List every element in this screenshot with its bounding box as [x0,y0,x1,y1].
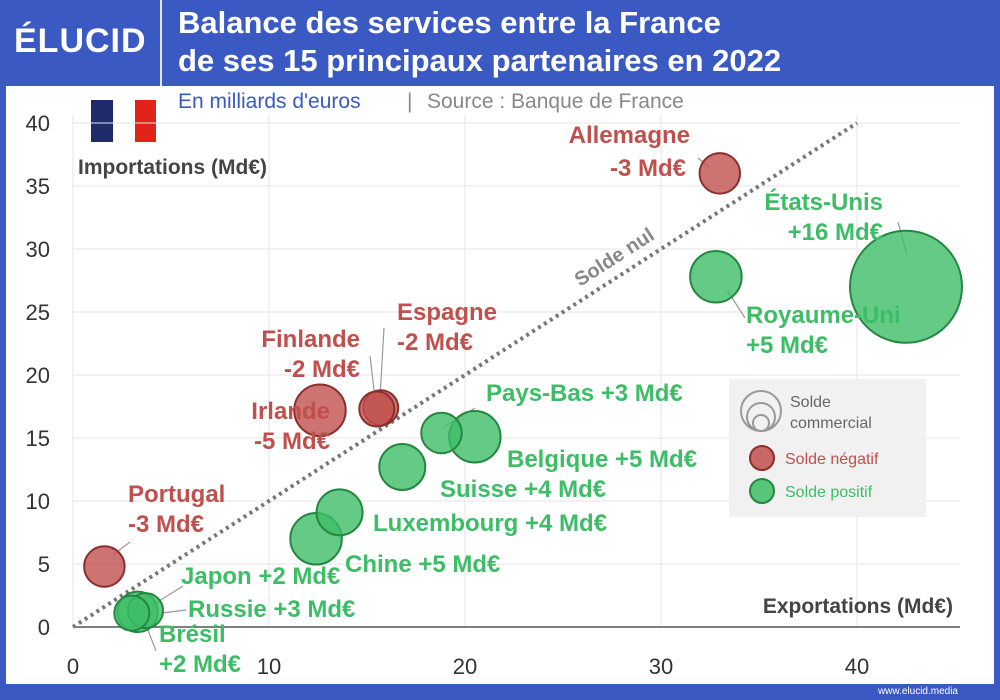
bubble [293,383,347,438]
bubble-country-label: Irlande [251,398,330,425]
legend-negative-label: Solde négatif [785,451,879,468]
legend-size-title-1: Solde [790,394,831,411]
bubble [689,249,743,304]
x-tick-label: 40 [845,654,869,679]
y-tick-label: 30 [26,237,50,262]
bubble-balance-label: -3 Md€ [128,511,204,538]
y-axis-label: Importations (Md€) [78,156,267,179]
elucid-logo: ÉLUCID [14,22,147,60]
y-tick-label: 5 [38,552,50,577]
france-flag-icon [91,100,156,142]
legend-positive-swatch [749,478,775,504]
chart-subtitle: En milliards d'euros [178,90,361,113]
bubble-country-label: Espagne [397,299,497,326]
bubble-country-label: Portugal [128,481,225,508]
y-tick-label: 35 [26,174,50,199]
x-tick-label: 0 [67,654,79,679]
bubble [849,229,963,344]
footer-url: www.elucid.media [877,686,958,697]
bubble-country-label: États-Unis [764,188,883,216]
bubble-country-label: Royaume-Uni [746,302,901,329]
y-tick-label: 20 [26,363,50,388]
bubble-country-label: Belgique +5 Md€ [507,446,697,473]
bubble [698,152,742,195]
title-line-2: de ses 15 principaux partenaires en 2022 [178,43,782,78]
bubble [113,594,151,632]
bubble-country-label: Suisse +4 Md€ [440,476,606,503]
bubble-balance-label: -3 Md€ [610,155,686,182]
x-tick-label: 30 [649,654,673,679]
bubble-country-label: Chine +5 Md€ [345,551,500,578]
y-tick-label: 25 [26,300,50,325]
bubble-country-label: Luxembourg +4 Md€ [373,510,607,537]
bubble [420,411,463,455]
header-bar: ÉLUCID Balance des services entre la Fra… [0,0,1000,86]
bubble [378,442,427,491]
bubble-labels: Allemagne -3 Md€ États-Unis +16 Md€ Royaume-… [128,122,901,678]
bubble-balance-label: +5 Md€ [746,332,828,359]
bubble-balance-label: +2 Md€ [159,651,241,678]
bubble-country-label: Japon +2 Md€ [181,563,340,590]
chart-title: Balance des services entre la France de … [178,4,781,80]
subtitle-separator: | [407,90,412,113]
bubble-balance-label: +16 Md€ [788,219,883,246]
legend-negative-swatch [749,445,775,471]
reference-line-y-equals-x [71,121,859,629]
chart-source: Source : Banque de France [427,90,684,113]
y-tick-label: 0 [38,615,50,640]
bubble-country-label: Russie +3 Md€ [188,596,355,623]
leader-line [161,609,187,614]
bubble [358,390,396,428]
bubble-country-label: Finlande [261,326,360,353]
bubble-balance-label: -2 Md€ [397,329,473,356]
legend: Solde commercial Solde négatif Solde pos… [729,379,926,517]
header-divider [160,0,162,86]
bubble [83,545,126,588]
x-axis-label: Exportations (Md€) [763,595,953,618]
legend-size-title-2: commercial [790,415,872,432]
y-tick-label: 10 [26,489,50,514]
leader-line [379,327,385,398]
bubble-country-label: Brésil [159,621,226,648]
x-tick-label: 10 [257,654,281,679]
legend-size-circle-small [752,414,770,432]
bubble-balance-label: -5 Md€ [254,428,330,455]
y-tick-label: 40 [26,111,50,136]
x-tick-label: 20 [453,654,477,679]
legend-positive-label: Solde positif [785,484,873,501]
bubble [315,488,364,537]
title-line-1: Balance des services entre la France [178,5,721,40]
bubbles [83,152,963,634]
bubble-country-label: Pays-Bas +3 Md€ [486,380,683,407]
y-tick-label: 15 [26,426,50,451]
bubble-country-label: Allemagne [569,122,690,149]
axes: 0 5 10 15 20 25 30 35 40 0 10 20 30 40 [26,111,960,679]
bubble-balance-label: -2 Md€ [284,356,360,383]
